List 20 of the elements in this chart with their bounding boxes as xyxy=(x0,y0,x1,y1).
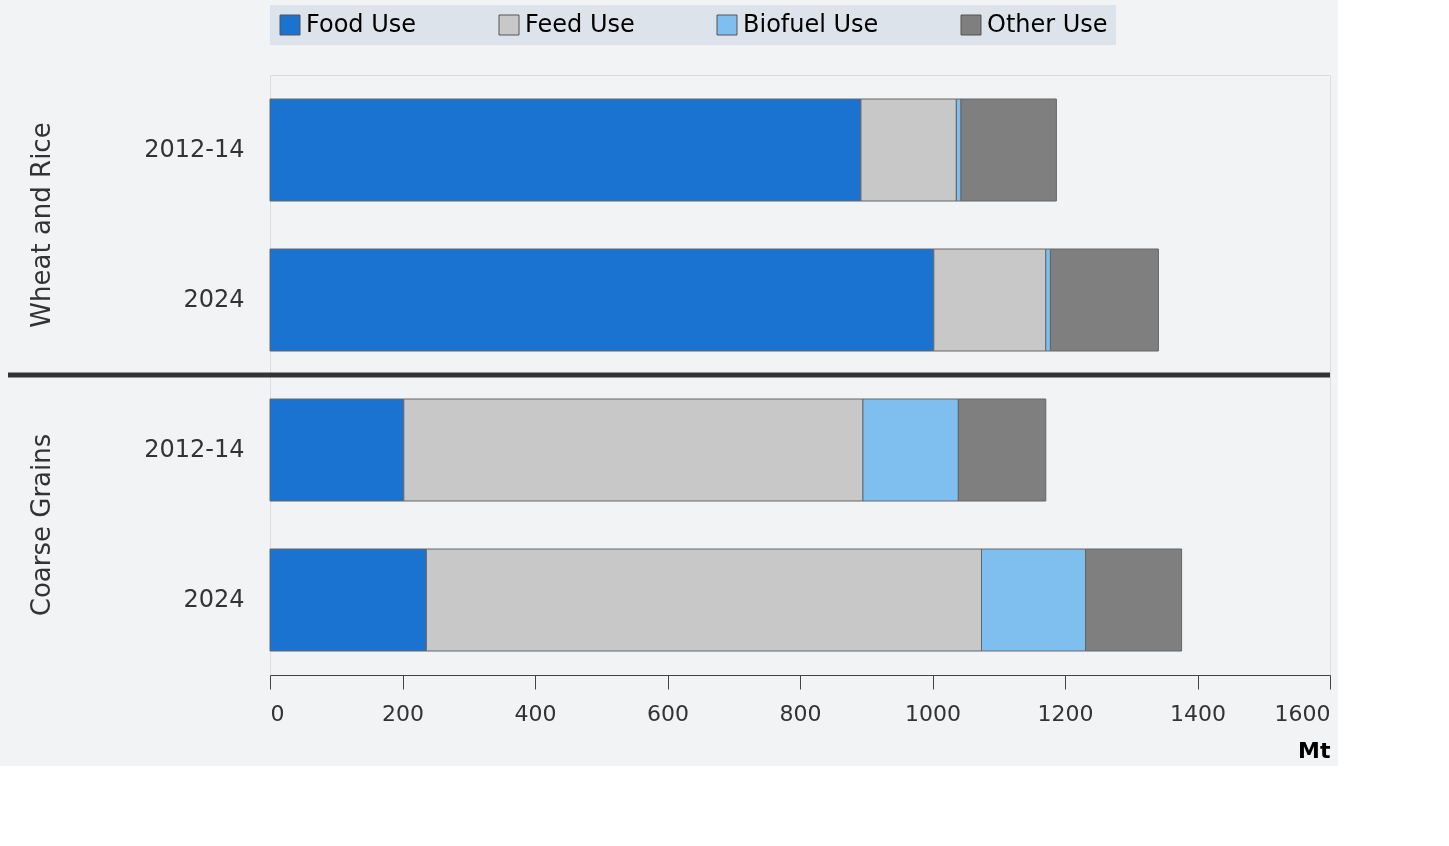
legend-label: Biofuel Use xyxy=(743,10,879,38)
y-tick-label: 2012-14 xyxy=(144,135,245,163)
y-tick-label: 2024 xyxy=(183,585,245,613)
legend-label: Food Use xyxy=(306,10,417,38)
x-tick-label: 1000 xyxy=(905,700,961,726)
x-tick-label: 1400 xyxy=(1170,700,1226,726)
x-tick-label: 1200 xyxy=(1037,700,1094,726)
y-tick-label: 2012-14 xyxy=(144,435,245,463)
x-tick-label: 1600 xyxy=(1274,700,1331,726)
legend-label: Other Use xyxy=(987,10,1108,38)
x-tick-label: 200 xyxy=(382,700,424,726)
text: Coarse Grains xyxy=(26,433,56,617)
x-tick-label: 800 xyxy=(779,700,822,726)
x-tick-label: 600 xyxy=(647,700,689,726)
x-tick-label: 400 xyxy=(514,700,557,726)
legend-label: Feed Use xyxy=(525,10,635,38)
y-tick-label: 2024 xyxy=(183,285,245,313)
x-tick-label: 0 xyxy=(270,700,285,726)
x-axis-title: Mt xyxy=(1298,737,1331,763)
text: Wheat and Rice xyxy=(26,122,56,328)
